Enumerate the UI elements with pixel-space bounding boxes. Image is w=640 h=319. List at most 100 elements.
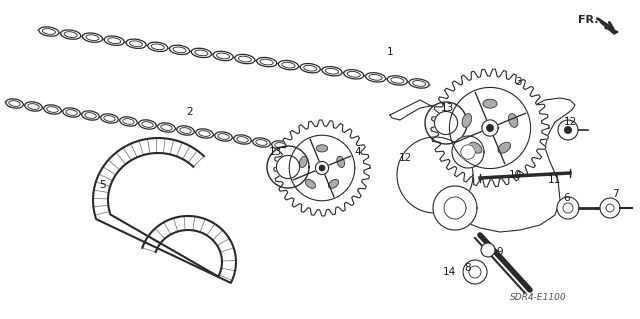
Text: 12: 12 — [398, 153, 412, 163]
Ellipse shape — [235, 54, 255, 64]
Ellipse shape — [483, 99, 497, 108]
Ellipse shape — [120, 117, 137, 126]
Ellipse shape — [337, 156, 344, 167]
Ellipse shape — [39, 27, 59, 36]
Circle shape — [557, 197, 579, 219]
Ellipse shape — [180, 128, 191, 133]
Ellipse shape — [238, 56, 252, 62]
Ellipse shape — [126, 39, 146, 48]
Polygon shape — [444, 197, 466, 219]
Ellipse shape — [6, 99, 23, 108]
Ellipse shape — [469, 142, 482, 153]
Ellipse shape — [170, 45, 189, 55]
Ellipse shape — [260, 59, 273, 65]
Ellipse shape — [151, 44, 164, 50]
Ellipse shape — [256, 140, 267, 145]
Ellipse shape — [409, 79, 429, 88]
Polygon shape — [390, 98, 575, 232]
Ellipse shape — [282, 62, 295, 68]
Ellipse shape — [215, 132, 232, 141]
Ellipse shape — [213, 51, 233, 61]
Ellipse shape — [139, 120, 156, 129]
Ellipse shape — [42, 29, 56, 34]
Ellipse shape — [47, 107, 58, 112]
Text: 9: 9 — [497, 247, 503, 257]
Ellipse shape — [272, 141, 289, 150]
Ellipse shape — [66, 110, 77, 115]
Text: 5: 5 — [100, 180, 106, 190]
Ellipse shape — [365, 73, 385, 82]
Ellipse shape — [108, 38, 121, 44]
Text: 6: 6 — [564, 193, 570, 203]
Text: 14: 14 — [442, 267, 456, 277]
Ellipse shape — [9, 100, 20, 106]
Polygon shape — [452, 136, 484, 168]
Text: 7: 7 — [612, 189, 618, 199]
Ellipse shape — [234, 135, 252, 144]
Ellipse shape — [82, 111, 99, 120]
Ellipse shape — [218, 134, 229, 139]
Ellipse shape — [123, 119, 134, 124]
Ellipse shape — [391, 78, 404, 83]
Ellipse shape — [196, 129, 213, 138]
Ellipse shape — [157, 123, 175, 132]
Circle shape — [600, 198, 620, 218]
Polygon shape — [276, 155, 300, 179]
Ellipse shape — [85, 113, 96, 118]
Circle shape — [564, 126, 572, 134]
Polygon shape — [435, 111, 458, 135]
Ellipse shape — [142, 122, 153, 127]
Polygon shape — [316, 161, 328, 174]
Ellipse shape — [28, 104, 39, 109]
Ellipse shape — [300, 156, 307, 167]
Ellipse shape — [257, 57, 276, 67]
Text: 4: 4 — [355, 147, 362, 157]
Ellipse shape — [348, 71, 360, 77]
Polygon shape — [600, 22, 618, 34]
Ellipse shape — [369, 75, 382, 80]
Polygon shape — [425, 102, 467, 144]
Polygon shape — [319, 165, 324, 171]
Ellipse shape — [86, 35, 99, 41]
Ellipse shape — [328, 180, 339, 188]
Ellipse shape — [300, 63, 320, 73]
Ellipse shape — [199, 131, 210, 136]
Polygon shape — [431, 69, 549, 187]
Polygon shape — [397, 137, 473, 213]
Text: 10: 10 — [508, 170, 522, 180]
Text: SDR4-E1100: SDR4-E1100 — [510, 293, 566, 302]
Ellipse shape — [305, 180, 316, 188]
Polygon shape — [274, 120, 370, 216]
Polygon shape — [461, 145, 475, 159]
Text: 8: 8 — [465, 263, 471, 273]
Ellipse shape — [191, 48, 211, 58]
Text: 1: 1 — [387, 47, 394, 57]
Ellipse shape — [316, 145, 328, 152]
Circle shape — [606, 204, 614, 212]
Circle shape — [558, 120, 578, 140]
Text: 12: 12 — [563, 117, 577, 127]
Circle shape — [469, 266, 481, 278]
Ellipse shape — [508, 114, 518, 127]
Ellipse shape — [237, 137, 248, 142]
Ellipse shape — [104, 116, 115, 121]
Circle shape — [563, 203, 573, 213]
Ellipse shape — [83, 33, 102, 42]
Polygon shape — [433, 186, 477, 230]
Ellipse shape — [173, 47, 186, 53]
Ellipse shape — [100, 114, 118, 123]
Ellipse shape — [216, 53, 230, 59]
Ellipse shape — [387, 76, 408, 85]
Text: 3: 3 — [515, 77, 522, 87]
Ellipse shape — [304, 65, 317, 71]
Text: 2: 2 — [187, 107, 193, 117]
Polygon shape — [487, 125, 493, 131]
Ellipse shape — [61, 30, 81, 39]
Ellipse shape — [129, 41, 143, 47]
Ellipse shape — [25, 102, 42, 111]
Ellipse shape — [195, 50, 208, 56]
Ellipse shape — [344, 70, 364, 79]
Ellipse shape — [322, 67, 342, 76]
Circle shape — [463, 260, 487, 284]
Text: 13: 13 — [440, 103, 454, 113]
